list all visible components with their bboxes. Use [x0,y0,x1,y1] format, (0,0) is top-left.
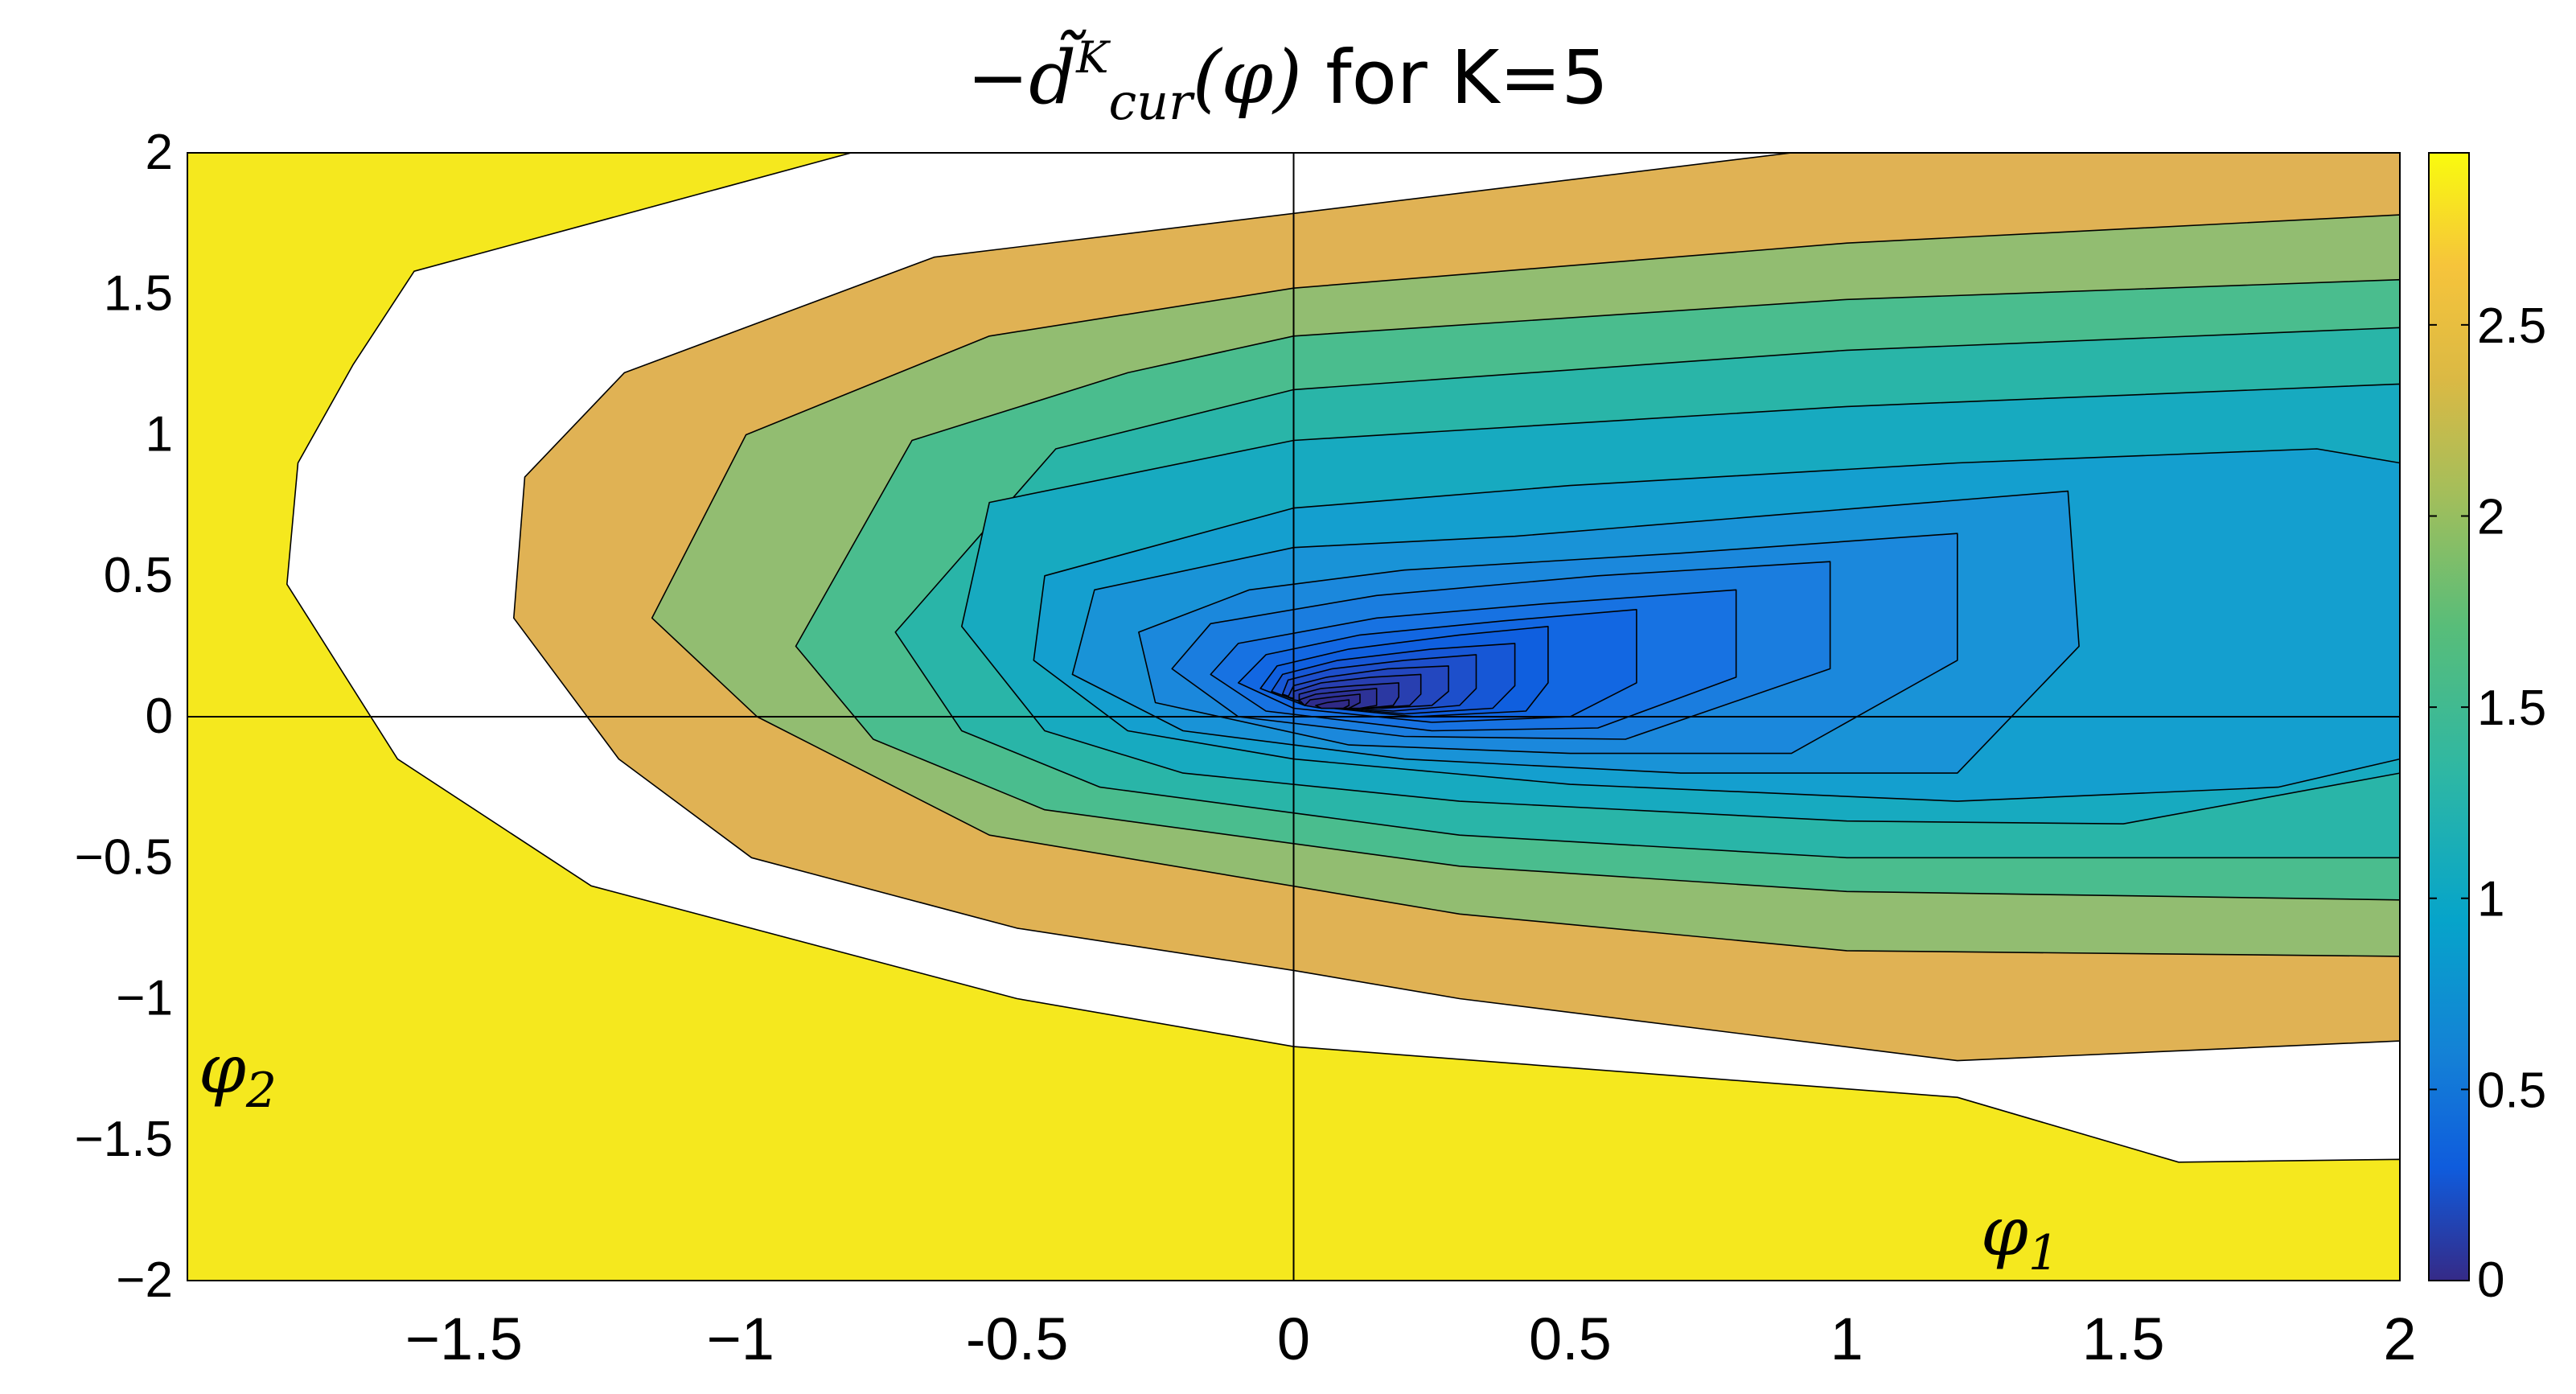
x-tick-label: −1 [707,1306,774,1372]
y-tick-label: 0.5 [104,548,173,603]
colorbar-bar [2428,152,2470,1281]
colorbar-tick-label: 0.5 [2477,1063,2546,1118]
plot-area [187,152,2401,1281]
x-tick-label: 1 [1830,1306,1863,1372]
y-tick-label: −1 [116,971,173,1026]
y-axis-label: φ2 [199,1030,277,1119]
contour-level-20 [1315,699,1350,709]
y-tick-label: −1.5 [75,1112,173,1167]
x-tick-labels: −1.5 −1 -0.5 0 0.5 1 1.5 2 [405,1306,2417,1372]
x-tick-label: 2 [2383,1306,2416,1372]
y-tick-label: 0 [146,689,173,744]
y-tick-labels: 2 1.5 1 0.5 0 −0.5 −1 −1.5 −2 [75,125,173,1308]
y-tick-label: 2 [146,125,173,180]
contour-level-0 [187,153,2400,1281]
colorbar-tick-label: 0 [2477,1252,2504,1308]
colorbar-tick-label: 2 [2477,489,2504,545]
colorbar-tick-label: 1.5 [2477,681,2546,736]
y-tick-label: 1 [146,407,173,463]
colorbar-tick-label: 1 [2477,872,2504,927]
x-axis-label: φ1 [1981,1192,2059,1281]
y-tick-label: 1.5 [104,265,173,321]
plot-frame [187,152,2401,1281]
colorbar-ticks: 0 0.5 1 1.5 2 2.5 [2429,298,2546,1308]
colorbar: 0 0.5 1 1.5 2 2.5 [2428,152,2546,1308]
x-tick-label: 1.5 [2082,1306,2165,1372]
contour-fills [187,153,2400,1281]
x-tick-label: 0.5 [1529,1306,1612,1372]
x-tick-label: −1.5 [405,1306,523,1372]
x-tick-label: 0 [1277,1306,1310,1372]
y-tick-label: −2 [116,1252,173,1308]
reference-lines [187,153,2400,1281]
colorbar-tick-label: 2.5 [2477,298,2546,354]
chart-title: −d̃Kcur(φ) for K=5 [967,29,1608,131]
y-tick-label: −0.5 [75,829,173,885]
x-tick-label: -0.5 [966,1306,1069,1372]
